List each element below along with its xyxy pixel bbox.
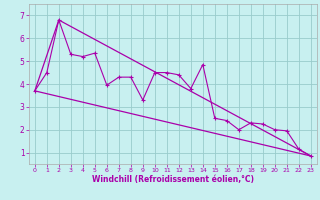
X-axis label: Windchill (Refroidissement éolien,°C): Windchill (Refroidissement éolien,°C) <box>92 175 254 184</box>
